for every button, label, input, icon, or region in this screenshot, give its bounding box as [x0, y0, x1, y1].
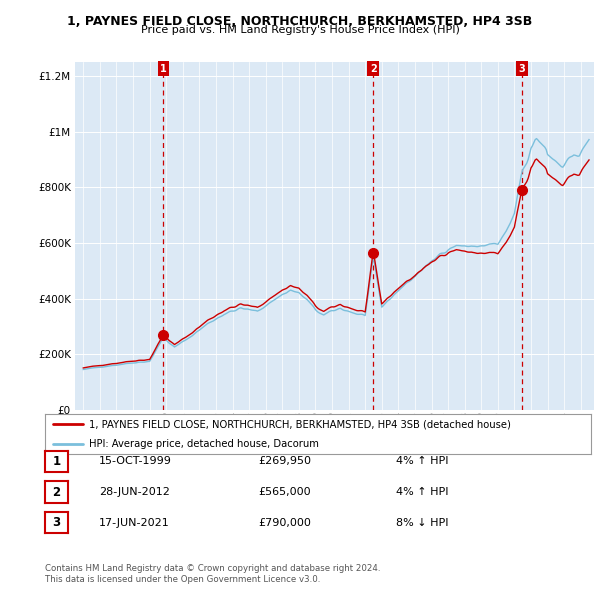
- Text: 2: 2: [370, 64, 377, 74]
- Text: 3: 3: [518, 64, 526, 74]
- Text: 4% ↑ HPI: 4% ↑ HPI: [396, 487, 449, 497]
- Text: 28-JUN-2012: 28-JUN-2012: [99, 487, 170, 497]
- Text: 4% ↑ HPI: 4% ↑ HPI: [396, 457, 449, 466]
- Text: HPI: Average price, detached house, Dacorum: HPI: Average price, detached house, Daco…: [89, 440, 319, 449]
- Text: Price paid vs. HM Land Registry's House Price Index (HPI): Price paid vs. HM Land Registry's House …: [140, 25, 460, 35]
- Text: £269,950: £269,950: [258, 457, 311, 466]
- Text: 1, PAYNES FIELD CLOSE, NORTHCHURCH, BERKHAMSTED, HP4 3SB: 1, PAYNES FIELD CLOSE, NORTHCHURCH, BERK…: [67, 15, 533, 28]
- Text: £790,000: £790,000: [258, 518, 311, 527]
- Text: Contains HM Land Registry data © Crown copyright and database right 2024.: Contains HM Land Registry data © Crown c…: [45, 565, 380, 573]
- Text: 17-JUN-2021: 17-JUN-2021: [99, 518, 170, 527]
- Text: 2: 2: [52, 486, 61, 499]
- Text: £565,000: £565,000: [258, 487, 311, 497]
- Text: 1, PAYNES FIELD CLOSE, NORTHCHURCH, BERKHAMSTED, HP4 3SB (detached house): 1, PAYNES FIELD CLOSE, NORTHCHURCH, BERK…: [89, 419, 511, 429]
- Text: 1: 1: [160, 64, 167, 74]
- Text: 8% ↓ HPI: 8% ↓ HPI: [396, 518, 449, 527]
- Text: 15-OCT-1999: 15-OCT-1999: [99, 457, 172, 466]
- Text: This data is licensed under the Open Government Licence v3.0.: This data is licensed under the Open Gov…: [45, 575, 320, 584]
- Text: 1: 1: [52, 455, 61, 468]
- Text: 3: 3: [52, 516, 61, 529]
